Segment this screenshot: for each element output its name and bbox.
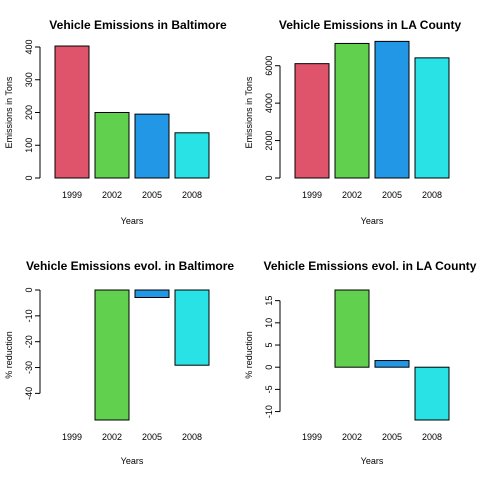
x-tick-label: 2002 <box>342 190 362 200</box>
bar-2005 <box>134 113 170 179</box>
y-tick-label: 0 <box>264 175 274 180</box>
y-tick-label: -10 <box>264 405 274 418</box>
y-tick-label: -20 <box>24 335 34 348</box>
bar-1999 <box>54 45 90 179</box>
y-axis-label: Emissions in Tons <box>244 76 254 148</box>
bar-2002 <box>334 289 370 368</box>
y-tick-label: 100 <box>24 138 34 153</box>
x-axis-label: Years <box>121 216 144 226</box>
x-tick-label: 1999 <box>302 432 322 442</box>
bar-1999 <box>294 63 330 179</box>
y-tick-label: -40 <box>24 387 34 400</box>
y-tick-label: 4000 <box>264 93 274 113</box>
y-axis-label: % reduction <box>244 331 254 379</box>
y-tick-label: 0 <box>264 365 274 370</box>
x-axis-label: Years <box>121 456 144 466</box>
x-axis-label: Years <box>361 216 384 226</box>
x-tick-label: 1999 <box>302 190 322 200</box>
x-tick-label: 2005 <box>142 432 162 442</box>
y-tick-label: 15 <box>264 296 274 306</box>
x-tick-label: 2005 <box>382 190 402 200</box>
chart-title: Vehicle Emissions in LA County <box>279 18 462 32</box>
y-tick-label: -10 <box>24 309 34 322</box>
bar-2002 <box>334 42 370 179</box>
y-tick-label: -5 <box>264 385 274 393</box>
x-tick-label: 2008 <box>422 190 442 200</box>
x-tick-label: 2002 <box>342 432 362 442</box>
y-tick-label: 6000 <box>264 56 274 76</box>
chart-panel-3: Vehicle Emissions evol. in Baltimore -40 -… <box>4 259 234 466</box>
y-tick-label: 0 <box>24 287 34 292</box>
x-tick-label: 2005 <box>382 432 402 442</box>
chart-panel-4: Vehicle Emissions evol. in LA County -10 -… <box>244 259 477 466</box>
x-tick-label: 2008 <box>422 432 442 442</box>
y-tick-label: 400 <box>24 39 34 54</box>
y-axis-label: % reduction <box>4 331 14 379</box>
x-tick-label: 1999 <box>62 432 82 442</box>
x-tick-label: 2005 <box>142 190 162 200</box>
x-tick-label: 2008 <box>182 432 202 442</box>
bar-2008 <box>414 366 450 421</box>
x-tick-label: 2008 <box>182 190 202 200</box>
y-axis-label: Emissions in Tons <box>4 76 14 148</box>
y-tick-label: 5 <box>264 343 274 348</box>
x-tick-label: 1999 <box>62 190 82 200</box>
y-tick-label: 2000 <box>264 131 274 151</box>
y-tick-label: -30 <box>24 361 34 374</box>
y-tick-label: 10 <box>264 318 274 328</box>
chart-panel-1: Vehicle Emissions in Baltimore 0 100 200 300… <box>4 18 227 226</box>
bar-2002 <box>94 289 130 421</box>
chart-title: Vehicle Emissions evol. in Baltimore <box>26 259 234 273</box>
bar-2005 <box>374 360 410 368</box>
chart-title: Vehicle Emissions in Baltimore <box>49 18 227 32</box>
bar-2005 <box>134 289 170 298</box>
y-tick-label: 200 <box>24 105 34 120</box>
y-tick-label: 300 <box>24 72 34 87</box>
bar-2008 <box>414 57 450 179</box>
x-tick-label: 2002 <box>102 432 122 442</box>
bar-2008 <box>174 132 210 179</box>
chart-panel-2: Vehicle Emissions in LA County 0 2000 4000 6… <box>244 18 461 226</box>
bar-2008 <box>174 289 210 366</box>
bar-2005 <box>374 40 410 179</box>
chart-title: Vehicle Emissions evol. in LA County <box>264 259 477 273</box>
y-tick-label: 0 <box>24 175 34 180</box>
x-axis-label: Years <box>361 456 384 466</box>
bar-2002 <box>94 112 130 179</box>
x-tick-label: 2002 <box>102 190 122 200</box>
